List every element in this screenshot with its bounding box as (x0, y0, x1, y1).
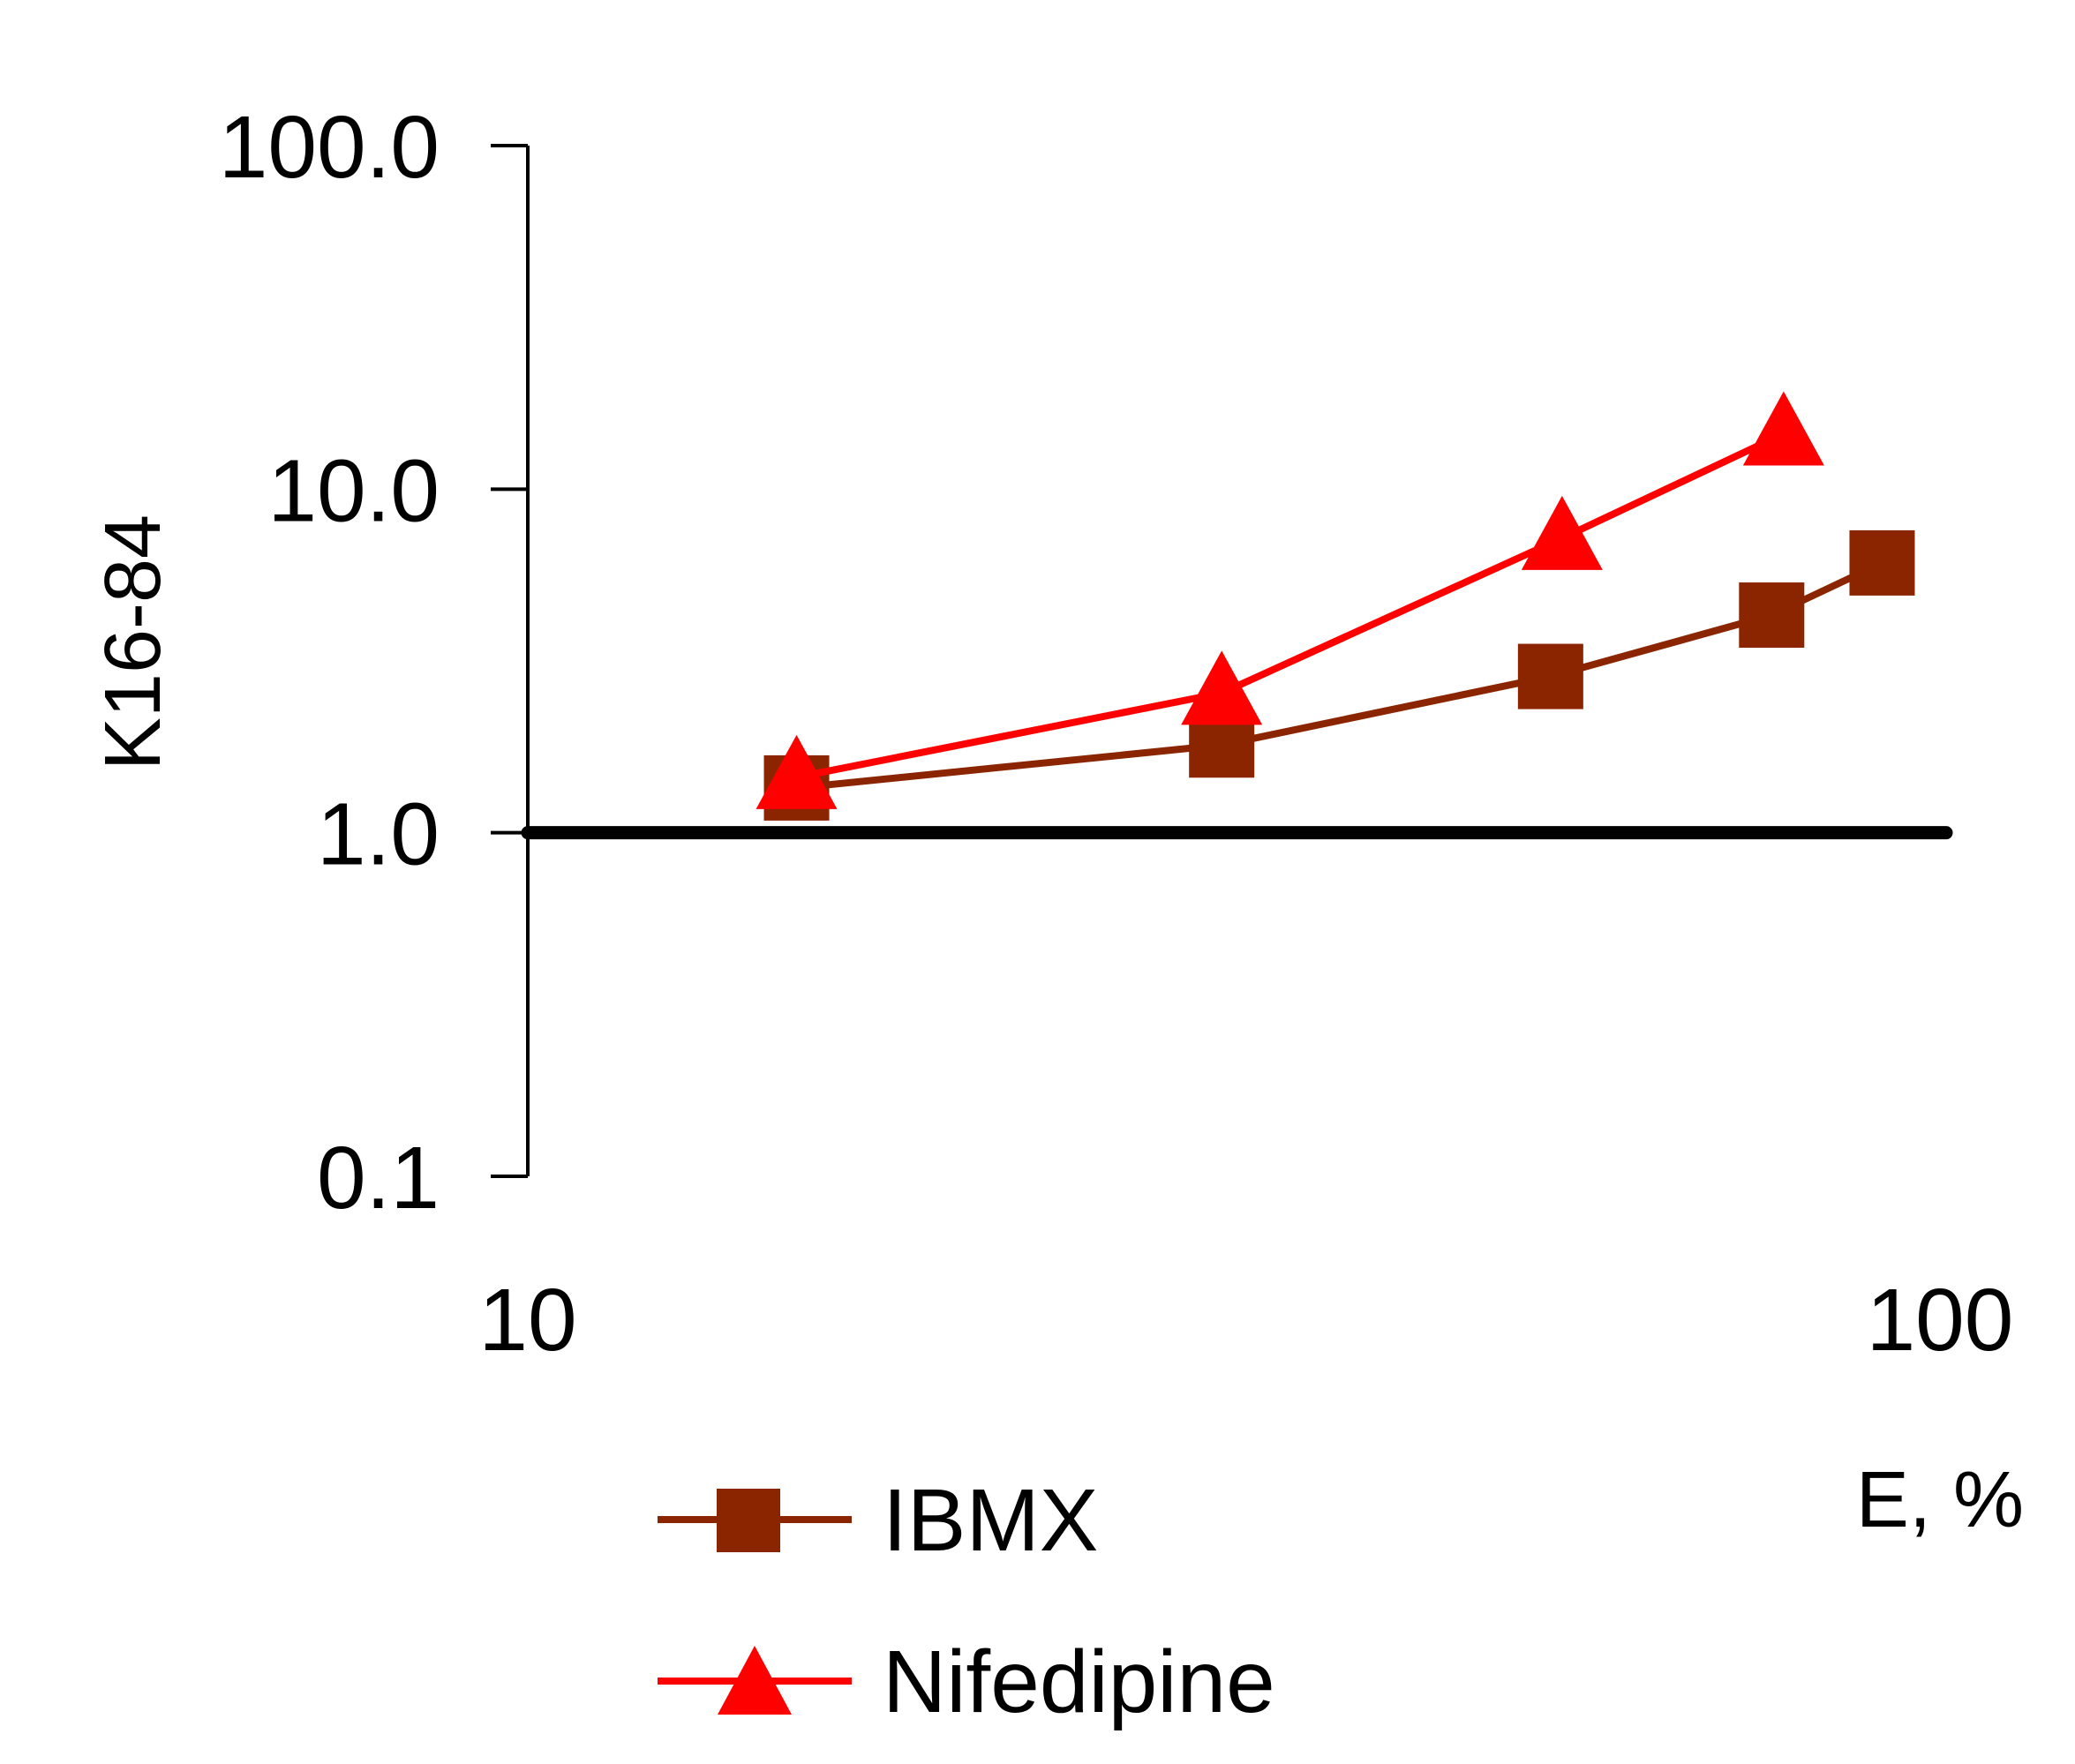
y-tick-label: 1.0 (317, 785, 440, 884)
legend: IBMX Nifedipine (658, 1471, 1275, 1731)
x-tick-label: 100 (1867, 1271, 2014, 1370)
legend-marker-nifedipine (718, 1646, 792, 1715)
point-nifedipine (1181, 650, 1263, 725)
axes (521, 146, 1953, 1176)
legend-item-nifedipine: Nifedipine (658, 1633, 1275, 1731)
legend-item-ibmx: IBMX (658, 1471, 1098, 1570)
point-ibmx (1739, 582, 1805, 649)
legend-marker-ibmx (717, 1489, 780, 1552)
x-axis-title: E, % (1856, 1456, 2024, 1544)
point-ibmx (1517, 643, 1583, 709)
point-nifedipine (756, 734, 838, 809)
y-axis-title: K16-84 (89, 514, 177, 770)
y-tick-label: 10.0 (267, 441, 440, 540)
legend-label-nifedipine: Nifedipine (883, 1633, 1275, 1731)
series-layer (756, 391, 1915, 821)
point-ibmx (1849, 529, 1915, 596)
point-nifedipine (1742, 391, 1824, 466)
series-line-ibmx (796, 559, 1884, 792)
y-tick-label: 100.0 (219, 98, 440, 197)
x-tick-label: 10 (478, 1271, 576, 1370)
series-line-nifedipine (795, 430, 1786, 781)
y-ticks: 100.0 10.0 1.0 0.1 (219, 98, 528, 1227)
point-nifedipine (1521, 495, 1603, 570)
x-ticks: 10 100 (478, 1271, 2013, 1370)
y-tick-label: 0.1 (317, 1129, 440, 1227)
legend-label-ibmx: IBMX (883, 1471, 1098, 1570)
